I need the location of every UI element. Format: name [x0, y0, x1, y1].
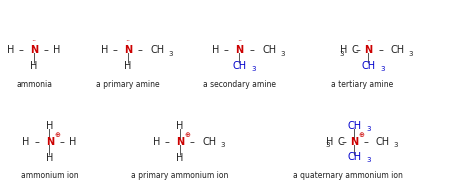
Text: a quaternary ammonium ion: a quaternary ammonium ion [293, 171, 403, 180]
Text: H: H [53, 45, 61, 55]
Text: a secondary amine: a secondary amine [203, 80, 276, 89]
Text: |: | [367, 53, 370, 63]
Text: C: C [337, 137, 344, 147]
Text: –: – [34, 137, 39, 147]
Text: H: H [46, 152, 54, 163]
Text: 3: 3 [280, 51, 284, 57]
Text: a primary ammonium ion: a primary ammonium ion [131, 171, 229, 180]
Text: H: H [212, 45, 219, 55]
Text: 3: 3 [169, 51, 173, 57]
Text: ⊕: ⊕ [185, 133, 191, 138]
Text: CH: CH [361, 61, 375, 71]
Text: |: | [353, 144, 356, 155]
Text: a primary amine: a primary amine [96, 80, 160, 89]
Text: N: N [176, 137, 184, 147]
Text: ··: ·· [365, 37, 371, 46]
Text: |: | [179, 128, 182, 139]
Text: |: | [33, 53, 36, 63]
Text: |: | [48, 144, 51, 155]
Text: N: N [235, 45, 244, 55]
Text: |: | [353, 128, 356, 139]
Text: 3: 3 [394, 142, 398, 148]
Text: H: H [124, 61, 132, 71]
Text: –: – [356, 45, 360, 55]
Text: H: H [153, 137, 160, 147]
Text: N: N [30, 45, 38, 55]
Text: CH: CH [347, 152, 361, 162]
Text: –: – [378, 45, 383, 55]
Text: N: N [364, 45, 373, 55]
Text: |: | [179, 144, 182, 155]
Text: 3: 3 [339, 51, 344, 57]
Text: –: – [44, 45, 49, 55]
Text: 3: 3 [366, 126, 371, 132]
Text: CH: CH [151, 45, 165, 55]
Text: H: H [176, 121, 184, 131]
Text: N: N [46, 137, 54, 147]
Text: –: – [341, 137, 346, 147]
Text: 3: 3 [325, 142, 329, 148]
Text: CH: CH [376, 137, 390, 147]
Text: H: H [100, 45, 108, 55]
Text: ammonium ion: ammonium ion [21, 171, 79, 180]
Text: –: – [112, 45, 117, 55]
Text: H: H [340, 45, 347, 55]
Text: N: N [124, 45, 132, 55]
Text: –: – [190, 137, 195, 147]
Text: H: H [30, 61, 38, 71]
Text: CH: CH [262, 45, 276, 55]
Text: 3: 3 [380, 66, 385, 72]
Text: |: | [238, 53, 241, 63]
Text: 3: 3 [366, 157, 371, 163]
Text: –: – [224, 45, 228, 55]
Text: CH: CH [203, 137, 217, 147]
Text: H: H [22, 137, 30, 147]
Text: H: H [7, 45, 14, 55]
Text: C: C [351, 45, 358, 55]
Text: –: – [364, 137, 369, 147]
Text: 3: 3 [408, 51, 412, 57]
Text: |: | [48, 128, 51, 139]
Text: ⊕: ⊕ [359, 133, 365, 138]
Text: H: H [46, 121, 54, 131]
Text: ammonia: ammonia [16, 80, 52, 89]
Text: a tertiary amine: a tertiary amine [331, 80, 394, 89]
Text: H: H [69, 137, 76, 147]
Text: –: – [18, 45, 23, 55]
Text: ··: ·· [237, 37, 242, 46]
Text: –: – [138, 45, 143, 55]
Text: |: | [127, 53, 129, 63]
Text: 3: 3 [251, 66, 256, 72]
Text: CH: CH [390, 45, 404, 55]
Text: N: N [350, 137, 358, 147]
Text: 3: 3 [221, 142, 225, 148]
Text: H: H [326, 137, 333, 147]
Text: CH: CH [347, 121, 361, 131]
Text: ··: ·· [125, 37, 131, 46]
Text: CH: CH [232, 61, 246, 71]
Text: –: – [249, 45, 254, 55]
Text: ⊕: ⊕ [55, 133, 60, 138]
Text: –: – [164, 137, 169, 147]
Text: ··: ·· [31, 37, 37, 46]
Text: H: H [176, 152, 184, 163]
Text: –: – [60, 137, 64, 147]
